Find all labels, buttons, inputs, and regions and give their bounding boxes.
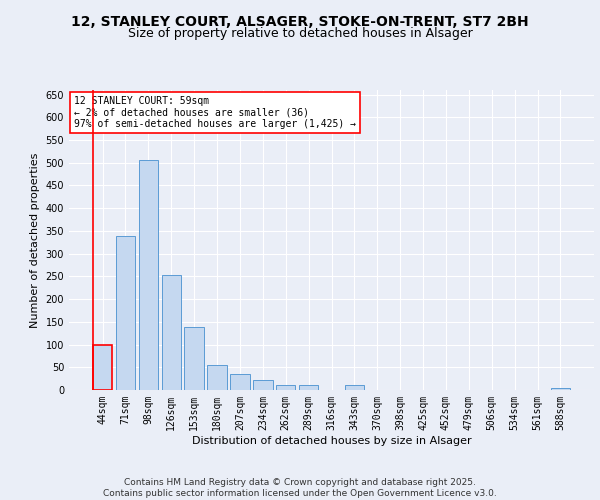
Bar (184, 328, 204, 390)
Text: 12, STANLEY COURT, ALSAGER, STOKE-ON-TRENT, ST7 2BH: 12, STANLEY COURT, ALSAGER, STOKE-ON-TRE… (71, 15, 529, 29)
Bar (139, 160, 158, 390)
Bar (551, 388, 570, 390)
Bar (276, 386, 295, 390)
Bar (230, 374, 250, 390)
Text: Size of property relative to detached houses in Alsager: Size of property relative to detached ho… (128, 28, 472, 40)
X-axis label: Distribution of detached houses by size in Alsager: Distribution of detached houses by size … (191, 436, 472, 446)
Bar (93, 344, 112, 390)
Bar (161, 275, 181, 390)
Text: Contains HM Land Registry data © Crown copyright and database right 2025.
Contai: Contains HM Land Registry data © Crown c… (103, 478, 497, 498)
Bar (253, 380, 272, 390)
Bar (299, 386, 319, 390)
Bar (208, 365, 227, 390)
Text: 12 STANLEY COURT: 59sqm
← 2% of detached houses are smaller (36)
97% of semi-det: 12 STANLEY COURT: 59sqm ← 2% of detached… (74, 96, 356, 129)
Y-axis label: Number of detached properties: Number of detached properties (30, 152, 40, 328)
Bar (344, 386, 364, 390)
Bar (116, 236, 135, 390)
